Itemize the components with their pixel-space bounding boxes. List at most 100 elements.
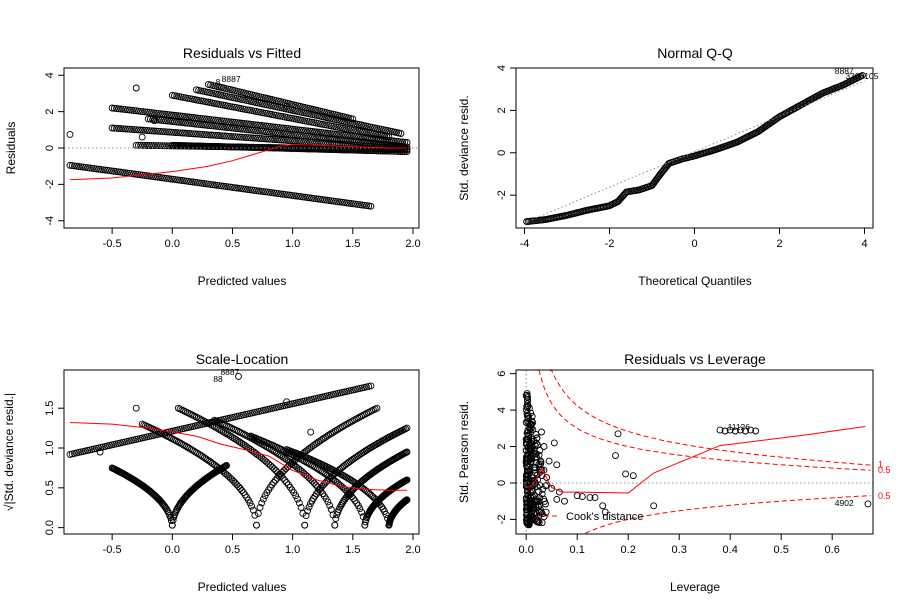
data-point	[128, 106, 136, 114]
data-point	[310, 194, 318, 202]
data-point	[141, 108, 149, 116]
data-point	[319, 129, 327, 137]
data-point	[327, 197, 335, 205]
data-point	[335, 425, 343, 433]
data-point	[264, 135, 272, 143]
data-point	[330, 197, 337, 205]
data-point	[262, 135, 270, 143]
data-point	[172, 112, 180, 119]
data-point	[232, 436, 240, 444]
x-tick-label: 0.5	[225, 544, 240, 556]
data-point	[160, 117, 168, 125]
data-point	[150, 117, 158, 125]
data-point	[177, 119, 185, 126]
data-point	[263, 110, 271, 118]
data-point	[130, 126, 138, 134]
data-point	[204, 180, 212, 188]
data-point	[586, 494, 594, 502]
data-point	[242, 120, 250, 128]
data-point	[159, 142, 167, 150]
data-point	[79, 163, 87, 171]
data-point	[174, 176, 182, 184]
data-point	[143, 108, 151, 116]
data-point	[332, 427, 340, 435]
qq-reference-line	[524, 80, 865, 224]
data-point	[533, 434, 541, 442]
data-point	[272, 189, 280, 197]
data-point	[225, 118, 233, 126]
data-point	[526, 423, 534, 431]
data-point	[81, 163, 89, 171]
data-point	[312, 195, 320, 203]
data-point	[288, 191, 296, 199]
data-point	[373, 404, 381, 412]
data-point	[231, 133, 239, 141]
data-point	[858, 71, 866, 79]
x-tick-label: 2.0	[405, 544, 420, 556]
data-point	[66, 161, 74, 169]
data-point	[278, 136, 286, 144]
data-point	[229, 118, 237, 126]
data-point	[246, 499, 254, 507]
data-point	[148, 142, 156, 149]
data-point	[553, 495, 561, 503]
data-point	[200, 180, 208, 187]
data-point	[337, 424, 345, 432]
data-point	[229, 133, 237, 141]
data-point	[257, 187, 265, 195]
data-point	[266, 461, 274, 469]
data-point	[351, 416, 358, 424]
data-point	[294, 192, 302, 200]
data-point	[349, 115, 357, 123]
data-point	[210, 142, 218, 150]
data-point	[536, 447, 544, 455]
smooth-line	[526, 426, 866, 494]
data-point	[256, 503, 264, 511]
data-point	[193, 179, 201, 187]
data-point	[220, 132, 228, 140]
data-point	[396, 138, 404, 146]
data-point	[350, 141, 358, 149]
data-point	[360, 201, 368, 209]
data-point	[213, 181, 221, 189]
data-point	[313, 128, 321, 136]
data-point	[234, 437, 242, 445]
data-point	[144, 115, 152, 123]
data-point	[236, 438, 244, 446]
data-point	[126, 125, 134, 133]
data-point	[159, 110, 167, 118]
data-point	[240, 120, 248, 127]
data-point	[128, 125, 136, 133]
data-point	[731, 427, 739, 435]
data-point	[207, 131, 215, 139]
data-point	[135, 107, 142, 115]
data-point	[141, 171, 149, 179]
data-point	[292, 192, 300, 200]
data-point	[108, 104, 116, 112]
data-point	[158, 174, 166, 182]
data-point	[538, 428, 545, 436]
data-point	[309, 442, 317, 450]
cooks-distance-line	[548, 369, 871, 466]
data-point	[253, 134, 261, 142]
data-point	[305, 460, 313, 468]
data-point	[135, 126, 142, 134]
x-tick-label: 0.0	[165, 544, 180, 556]
data-point	[209, 181, 217, 189]
data-point	[128, 170, 135, 178]
data-point	[149, 115, 157, 123]
panel-title: Scale-Location	[196, 351, 289, 367]
data-point	[203, 419, 211, 427]
data-point	[196, 130, 204, 138]
data-point	[245, 134, 252, 142]
x-tick-label: 1.5	[345, 544, 360, 556]
data-point	[528, 412, 536, 420]
data-point	[167, 175, 175, 183]
x-tick-label: -2	[605, 238, 615, 250]
data-point	[247, 134, 255, 142]
data-point	[347, 200, 355, 207]
data-point	[287, 145, 295, 152]
data-point	[339, 131, 347, 139]
data-point	[307, 145, 314, 153]
